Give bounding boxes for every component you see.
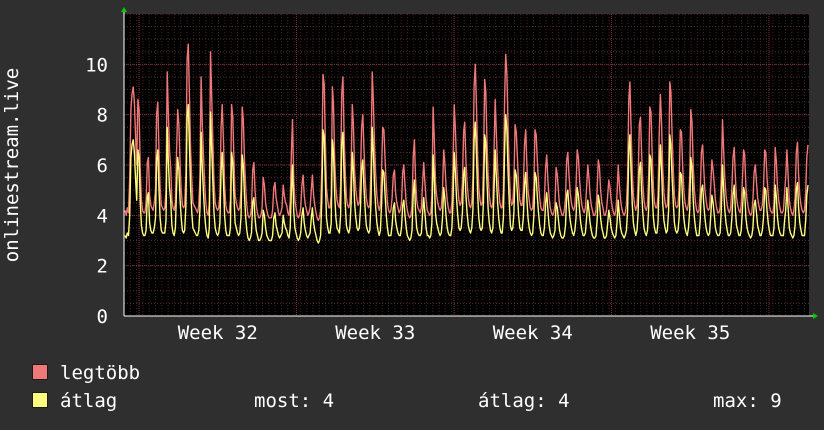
y-tick-label: 6 [97, 155, 108, 177]
y-axis-arrow [121, 7, 127, 12]
y-tick-label: 0 [97, 306, 108, 328]
legend-label-max: legtöbb [60, 362, 141, 384]
legend-swatch-max [32, 364, 48, 380]
x-tick-label: Week 32 [178, 322, 258, 344]
y-tick-label: 8 [97, 105, 108, 127]
x-tick-label: Week 35 [650, 322, 730, 344]
y-tick-labels: 0 2 4 6 8 10 [85, 54, 108, 328]
x-axis-arrow [813, 313, 818, 319]
x-tick-label: Week 34 [493, 322, 573, 344]
y-tick-label: 2 [97, 256, 108, 278]
stat-average: átlag: 4 [478, 390, 570, 412]
x-tick-labels: Week 32 Week 33 Week 34 Week 35 [178, 322, 731, 344]
series-layer [124, 43, 809, 244]
y-tick-label: 10 [85, 54, 108, 76]
legend-swatch-avg [32, 392, 48, 408]
series-line-max [124, 43, 809, 222]
y-tick-label: 4 [97, 205, 108, 227]
y-axis-label: onlinestream.live [1, 68, 23, 262]
stat-current: most: 4 [254, 390, 335, 412]
legend-label-avg: átlag [60, 390, 118, 412]
stat-max: max: 9 [713, 390, 782, 412]
series-line-avg [124, 103, 809, 244]
axes [121, 7, 818, 319]
x-tick-label: Week 33 [335, 322, 415, 344]
